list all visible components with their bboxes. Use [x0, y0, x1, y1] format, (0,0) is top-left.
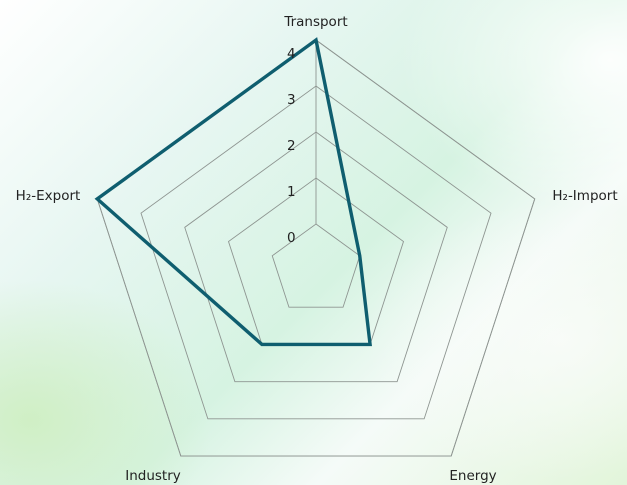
- tick-label-1: 1: [287, 184, 296, 200]
- tick-label-0: 0: [287, 230, 296, 246]
- tick-label-3: 3: [287, 92, 296, 108]
- axis-label-energy: Energy: [449, 468, 496, 484]
- axis-label-h-export: H₂-Export: [16, 188, 81, 204]
- axis-label-transport: Transport: [283, 14, 347, 30]
- grid-ring-0: [271, 223, 361, 308]
- tick-label-2: 2: [287, 138, 296, 154]
- axis-labels: Transport H₂-Import Energy Industry H₂-Expor…: [16, 14, 618, 484]
- tick-labels: 0 1 2 3 4: [287, 46, 296, 246]
- axis-label-h-import: H₂-Import: [552, 188, 617, 204]
- grid-ring-2: [184, 131, 448, 383]
- grid-layer: [96, 39, 536, 457]
- series-line-0: [94, 37, 372, 347]
- axis-label-industry: Industry: [125, 468, 181, 484]
- series-layer: [94, 37, 372, 347]
- tick-label-4: 4: [287, 46, 296, 62]
- grid-ring-3: [140, 85, 492, 420]
